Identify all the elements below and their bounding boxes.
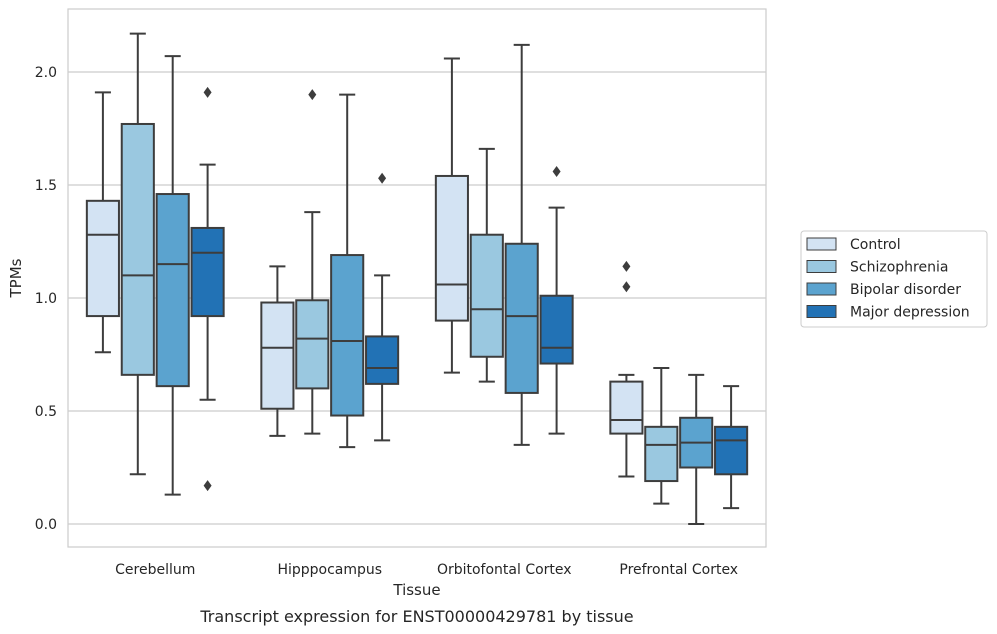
legend-swatch: [806, 260, 837, 273]
iqr-box: [85, 199, 120, 318]
iqr-box: [120, 122, 155, 376]
y-tick-label: 0.0: [35, 517, 57, 533]
box-group: [714, 385, 749, 510]
y-tick-label: 1.0: [35, 291, 57, 307]
box-group: [434, 57, 469, 374]
x-axis-label: Tissue: [392, 581, 440, 599]
box-group: [330, 93, 365, 449]
y-axis-ticks: 0.0 0.5 1.0 1.5 2.0: [35, 65, 57, 533]
box-group: [679, 373, 714, 525]
outlier-marker: [622, 260, 631, 272]
legend-swatch: [806, 282, 837, 296]
box-group: [260, 265, 295, 437]
x-tick-label: Orbitofontal Cortex: [437, 562, 572, 578]
outlier-marker: [308, 89, 317, 101]
iqr-box: [295, 299, 330, 390]
box-group: [365, 172, 400, 442]
iqr-box: [504, 242, 539, 394]
box-group: [120, 32, 155, 476]
iqr-box: [190, 226, 225, 318]
legend-label: Bipolar disorder: [850, 282, 961, 298]
plot-frame: [67, 8, 767, 548]
outlier-marker: [203, 480, 212, 492]
x-axis-ticks: Cerebellum Hipppocampus Orbitofontal Corte…: [115, 562, 738, 578]
box-groups: [85, 32, 749, 525]
iqr-box: [469, 233, 504, 358]
iqr-box: [609, 380, 644, 435]
legend-label: Major depression: [850, 305, 970, 321]
y-axis-label: TPMs: [7, 258, 25, 298]
box-group: [190, 86, 225, 492]
box-group: [155, 55, 190, 496]
box-group: [504, 43, 539, 446]
x-tick-label: Prefrontal Cortex: [619, 562, 738, 578]
legend: Control Schizophrenia Bipolar disorder Majo…: [800, 230, 988, 328]
legend-frame: [800, 230, 988, 328]
outlier-marker: [552, 165, 561, 177]
iqr-box: [330, 254, 365, 417]
iqr-box: [155, 193, 190, 388]
legend-swatch: [806, 237, 837, 251]
iqr-box: [434, 174, 469, 322]
legend-swatch: [806, 305, 837, 318]
outlier-marker: [378, 172, 387, 184]
iqr-box: [365, 335, 400, 385]
outlier-marker: [622, 281, 631, 293]
x-tick-label: Hipppocampus: [277, 562, 382, 578]
box-group: [609, 260, 644, 478]
iqr-box: [714, 425, 749, 476]
chart-caption: Transcript expression for ENST0000042978…: [199, 607, 633, 626]
outlier-marker: [203, 86, 212, 98]
box-group: [469, 147, 504, 383]
iqr-box: [539, 294, 574, 365]
y-tick-label: 2.0: [35, 65, 57, 81]
box-group: [295, 89, 330, 435]
iqr-box: [260, 301, 295, 410]
iqr-box: [644, 425, 679, 483]
box-group: [85, 91, 120, 354]
y-tick-label: 1.5: [35, 178, 57, 194]
x-tick-label: Cerebellum: [115, 562, 195, 578]
box-group: [539, 165, 574, 435]
box-group: [644, 367, 679, 505]
legend-label: Control: [850, 237, 901, 253]
y-tick-label: 0.5: [35, 404, 57, 420]
legend-label: Schizophrenia: [850, 260, 948, 276]
